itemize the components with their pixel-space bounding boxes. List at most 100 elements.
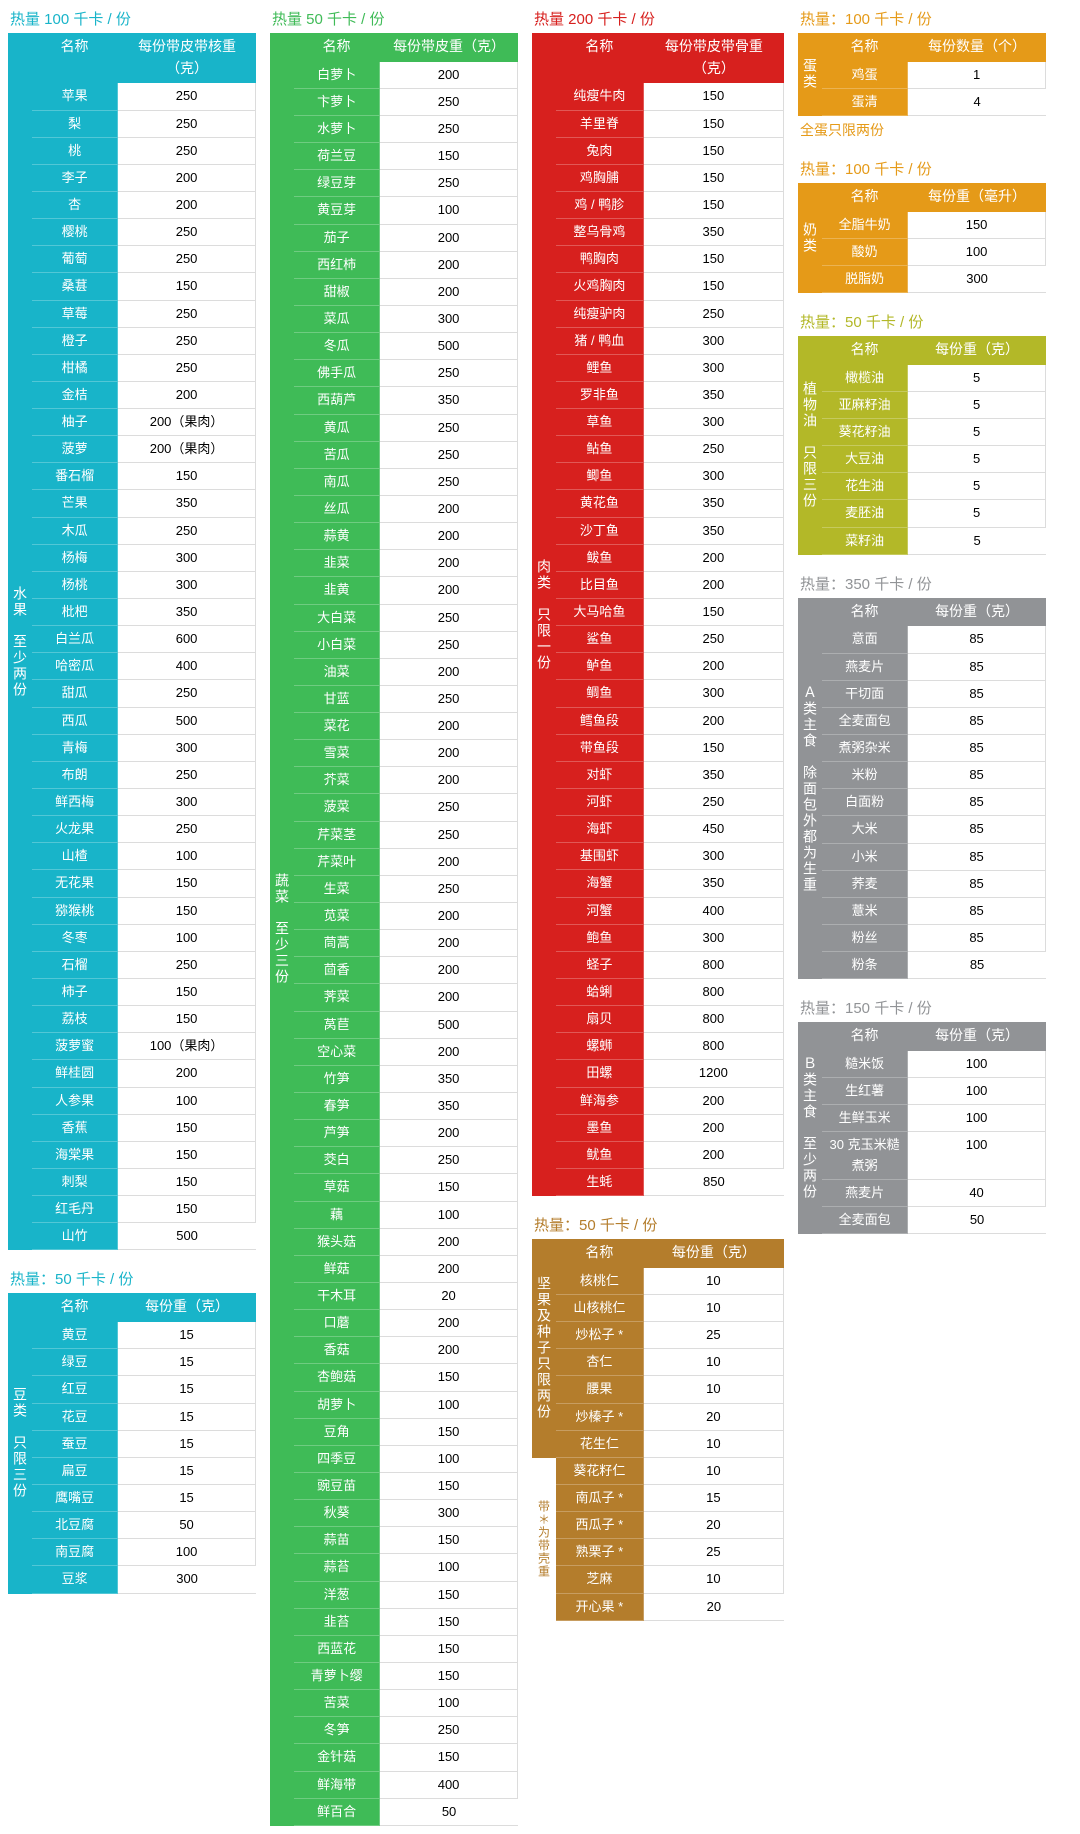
food-value: 5 (908, 473, 1046, 500)
category-sidebar: Ａ类主食 除面包外都为生重 (798, 598, 822, 980)
food-name: 整乌骨鸡 (556, 219, 644, 246)
food-value: 150 (644, 599, 784, 626)
food-value: 300 (644, 843, 784, 870)
food-name: 墨鱼 (556, 1115, 644, 1142)
food-name: 基围虾 (556, 843, 644, 870)
food-value: 100 (380, 1554, 518, 1581)
food-value: 300 (118, 789, 256, 816)
food-value: 15 (118, 1376, 256, 1403)
column-header: 每份带皮带骨重（克） (644, 33, 784, 83)
food-name: 冬笋 (294, 1717, 380, 1744)
food-name: 豆角 (294, 1419, 380, 1446)
calorie-title: 热量：100 千卡 / 份 (800, 158, 1046, 179)
food-name: 苋菜 (294, 903, 380, 930)
food-value: 350 (118, 490, 256, 517)
food-value: 200 (644, 653, 784, 680)
table: 蔬菜 至少三份名称每份带皮重（克）白萝卜200卞萝卜250水萝卜250荷兰豆15… (270, 33, 518, 1826)
food-name: 对虾 (556, 762, 644, 789)
food-value: 200 (380, 984, 518, 1011)
food-value: 300 (380, 306, 518, 333)
food-name: 韭苔 (294, 1609, 380, 1636)
food-name: 扁豆 (32, 1458, 118, 1485)
food-value: 85 (908, 681, 1046, 708)
food-name: 炒松子 * (556, 1322, 644, 1349)
food-name: 茴香 (294, 957, 380, 984)
food-value: 150 (644, 192, 784, 219)
food-name: 杨梅 (32, 545, 118, 572)
table: 坚果及种子只限两份带＊为带壳重名称每份重（克）核桃仁10山核桃仁10炒松子 *2… (532, 1239, 784, 1621)
food-name: 蛏子 (556, 952, 644, 979)
food-value: 250 (380, 116, 518, 143)
food-name: 枇杷 (32, 599, 118, 626)
food-name: 卞萝卜 (294, 89, 380, 116)
food-value: 200 (380, 62, 518, 89)
food-value: 10 (644, 1431, 784, 1458)
food-name: 生蚝 (556, 1169, 644, 1196)
food-name: 水萝卜 (294, 116, 380, 143)
section-stapleB: 热量：150 千卡 / 份Ｂ类主食 至少两份名称每份重（克）糙米饭100生红薯1… (798, 997, 1046, 1234)
food-name: 山楂 (32, 843, 118, 870)
food-name: 橙子 (32, 328, 118, 355)
food-value: 200 (380, 1229, 518, 1256)
category-sidebar: 肉类 只限一份 (532, 33, 556, 1196)
food-value: 100 (118, 1088, 256, 1115)
food-value: 250 (380, 360, 518, 387)
food-value: 25 (644, 1539, 784, 1566)
food-value: 250 (380, 1147, 518, 1174)
food-name: 鲜桂圆 (32, 1060, 118, 1087)
food-value: 350 (644, 870, 784, 897)
food-value: 150 (644, 165, 784, 192)
food-value: 85 (908, 735, 1046, 762)
food-name: 藕 (294, 1202, 380, 1229)
food-value: 10 (644, 1295, 784, 1322)
calorie-title: 热量 200 千卡 / 份 (534, 8, 784, 29)
food-value: 150 (644, 246, 784, 273)
food-name: 西蓝花 (294, 1636, 380, 1663)
food-value: 250 (644, 626, 784, 653)
food-name: 北豆腐 (32, 1512, 118, 1539)
food-value: 50 (908, 1207, 1046, 1234)
section-fruit: 热量 100 千卡 / 份水果 至少两份名称每份带皮带核重（克）苹果250梨25… (8, 8, 256, 1250)
food-value: 200 (380, 767, 518, 794)
food-name: 蛋清 (822, 89, 908, 116)
food-value: 250 (118, 111, 256, 138)
column-header: 每份重（克） (644, 1239, 784, 1268)
food-value: 500 (118, 1223, 256, 1250)
food-name: 菜花 (294, 713, 380, 740)
food-value: 200 (118, 192, 256, 219)
category-sidebar: 奶类 (798, 183, 822, 293)
column-header: 名称 (822, 183, 908, 212)
food-name: 鸡蛋 (822, 62, 908, 89)
category-sidebar: 水果 至少两份 (8, 33, 32, 1250)
food-value: 200 (380, 496, 518, 523)
food-name: 蛤蜊 (556, 979, 644, 1006)
food-value: 250 (118, 83, 256, 110)
table: 奶类名称每份重（毫升）全脂牛奶150酸奶100脱脂奶300 (798, 183, 1046, 293)
food-name: 空心菜 (294, 1039, 380, 1066)
food-value: 150 (118, 1169, 256, 1196)
food-value: 25 (644, 1322, 784, 1349)
food-name: 红毛丹 (32, 1196, 118, 1223)
food-name: 酸奶 (822, 239, 908, 266)
footnote: 带＊为带壳重 (532, 1458, 556, 1621)
food-name: 鲜海带 (294, 1772, 380, 1799)
food-calorie-tables: 热量 100 千卡 / 份水果 至少两份名称每份带皮带核重（克）苹果250梨25… (8, 8, 1072, 1826)
food-name: 火鸡胸肉 (556, 273, 644, 300)
calorie-title: 热量 100 千卡 / 份 (10, 8, 256, 29)
food-name: 兔肉 (556, 138, 644, 165)
food-value: 15 (118, 1485, 256, 1512)
food-name: 苦瓜 (294, 442, 380, 469)
food-value: 500 (380, 1012, 518, 1039)
food-name: 菠萝蜜 (32, 1033, 118, 1060)
food-name: 西瓜 (32, 708, 118, 735)
food-value: 150 (380, 143, 518, 170)
food-name: 口蘑 (294, 1310, 380, 1337)
food-name: 草莓 (32, 301, 118, 328)
food-name: 蒜苔 (294, 1554, 380, 1581)
food-name: 白萝卜 (294, 62, 380, 89)
food-value: 100 (380, 1392, 518, 1419)
food-value: 5 (908, 419, 1046, 446)
food-value: 200 (380, 930, 518, 957)
food-value: 250 (118, 762, 256, 789)
food-value: 150 (118, 1142, 256, 1169)
